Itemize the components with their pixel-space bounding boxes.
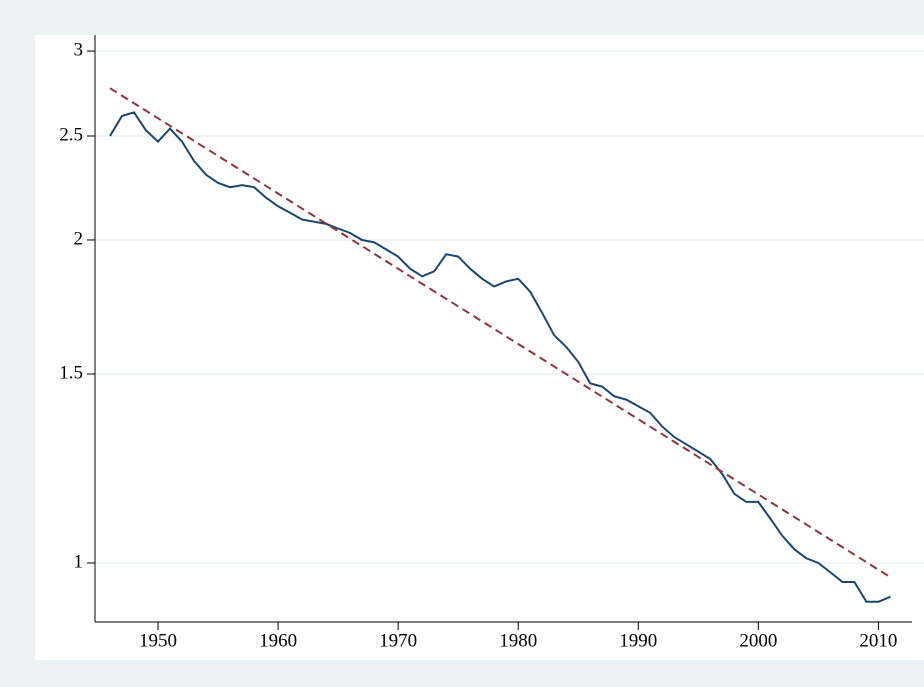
y-tick-label: 1.5 <box>59 362 83 383</box>
fit-line <box>109 87 891 579</box>
x-tick-label: 2010 <box>859 630 897 651</box>
y-tick-label: 2.5 <box>59 124 83 145</box>
x-tick-label: 1990 <box>619 630 657 651</box>
y-tick-label: 3 <box>74 39 84 60</box>
x-tick-label: 1950 <box>139 630 177 651</box>
x-tick-label: 1980 <box>499 630 537 651</box>
x-tick-label: 1960 <box>259 630 297 651</box>
x-tick-label: 2000 <box>739 630 777 651</box>
y-tick-label: 1 <box>74 551 84 572</box>
y-tick-label: 2 <box>74 228 84 249</box>
x-tick-label: 1970 <box>379 630 417 651</box>
data-line <box>109 111 891 603</box>
plot-background <box>35 35 924 660</box>
